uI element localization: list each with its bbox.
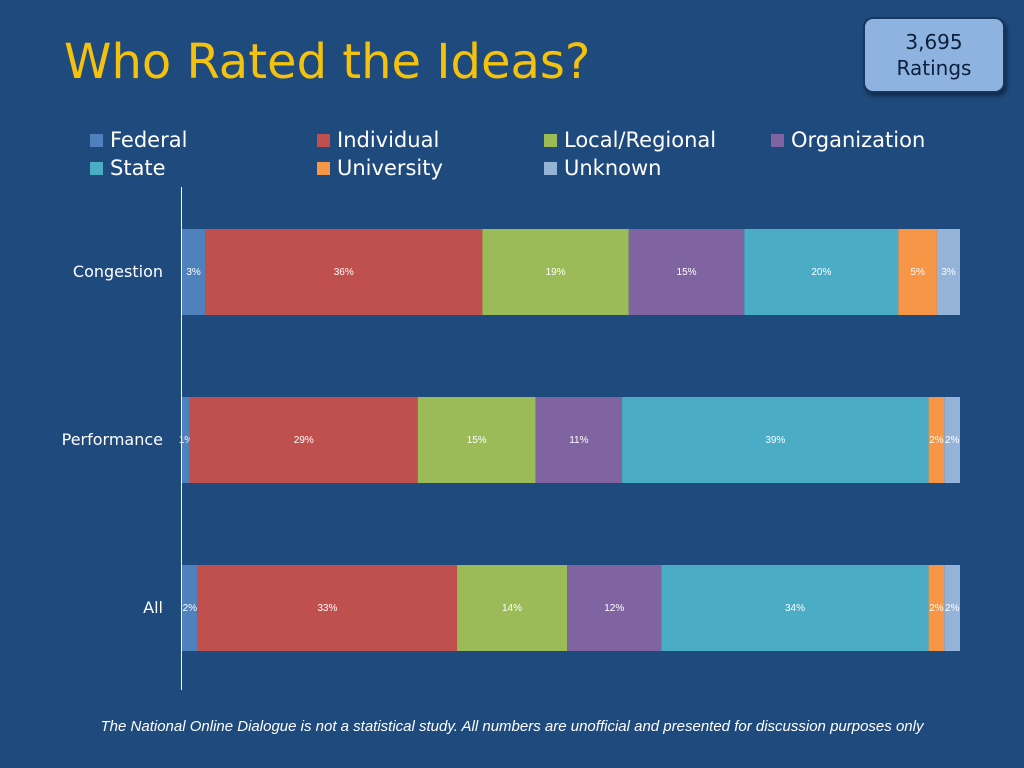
legend-swatch	[90, 161, 103, 175]
legend-label: Organization	[791, 128, 926, 152]
bar-segment	[944, 397, 960, 483]
bar-segment	[567, 565, 662, 651]
data-label: 11%	[569, 435, 588, 446]
bar-segment	[417, 397, 536, 483]
legend-swatch	[544, 133, 557, 147]
data-label: 2%	[945, 435, 960, 446]
legend-swatch	[544, 161, 557, 175]
data-label: 33%	[317, 603, 337, 614]
bar-segment	[535, 397, 623, 483]
legend-label: University	[337, 156, 443, 180]
bar-segment	[928, 565, 945, 651]
ratings-badge: 3,695 Ratings	[863, 17, 1005, 93]
data-label: 2%	[929, 603, 944, 614]
data-label: 36%	[334, 267, 354, 278]
category-label: All	[143, 598, 163, 617]
data-label: 15%	[467, 435, 487, 446]
bar-segment	[661, 565, 929, 651]
legend-label: Federal	[110, 128, 188, 152]
data-label: 19%	[546, 267, 566, 278]
data-label: 34%	[785, 603, 805, 614]
legend-label: Local/Regional	[564, 128, 717, 152]
bar-segment	[482, 229, 629, 315]
legend-swatch	[317, 133, 330, 147]
data-label: 3%	[941, 267, 956, 278]
legend-item: Unknown	[544, 156, 771, 180]
bar-segment	[928, 397, 945, 483]
legend-swatch	[317, 161, 330, 175]
legend-item: Local/Regional	[544, 128, 771, 152]
bar-segment	[936, 229, 960, 315]
bar-segment	[622, 397, 929, 483]
data-label: 3%	[186, 267, 201, 278]
data-label: 5%	[910, 267, 925, 278]
data-label: 15%	[677, 267, 697, 278]
slide-title: Who Rated the Ideas?	[64, 34, 591, 90]
category-label: Performance	[62, 430, 163, 449]
bar-segment	[182, 229, 206, 315]
bar-segment	[628, 229, 745, 315]
legend-item: Federal	[90, 128, 317, 152]
data-label: 12%	[604, 603, 624, 614]
bar-segment	[457, 565, 568, 651]
ratings-count: 3,695	[905, 30, 963, 54]
bar-segment	[182, 397, 190, 483]
bar-segment	[898, 229, 937, 315]
legend-item: State	[90, 156, 317, 180]
legend-swatch	[771, 133, 784, 147]
data-label: 39%	[765, 435, 785, 446]
data-label: 1%	[179, 435, 194, 446]
legend-item: Individual	[317, 128, 544, 152]
legend-swatch	[90, 133, 103, 147]
data-label: 2%	[945, 603, 960, 614]
footnote: The National Online Dialogue is not a st…	[100, 718, 924, 735]
bar-segment	[944, 565, 960, 651]
legend-item: Organization	[771, 128, 970, 152]
data-label: 29%	[294, 435, 314, 446]
data-label: 14%	[502, 603, 522, 614]
bar-segment	[744, 229, 899, 315]
bar-segment	[189, 397, 418, 483]
legend-item: University	[317, 156, 544, 180]
data-label: 2%	[929, 435, 944, 446]
legend-label: Individual	[337, 128, 440, 152]
data-label: 2%	[183, 603, 198, 614]
chart-legend: Federal Individual Local/Regional Organizat…	[90, 128, 970, 180]
ratings-label: Ratings	[896, 56, 972, 80]
category-label: Congestion	[73, 262, 163, 281]
bar-segment	[197, 565, 458, 651]
legend-label: State	[110, 156, 166, 180]
legend-label: Unknown	[564, 156, 662, 180]
bar-segment	[182, 565, 198, 651]
data-label: 20%	[811, 267, 831, 278]
bar-segment	[205, 229, 483, 315]
